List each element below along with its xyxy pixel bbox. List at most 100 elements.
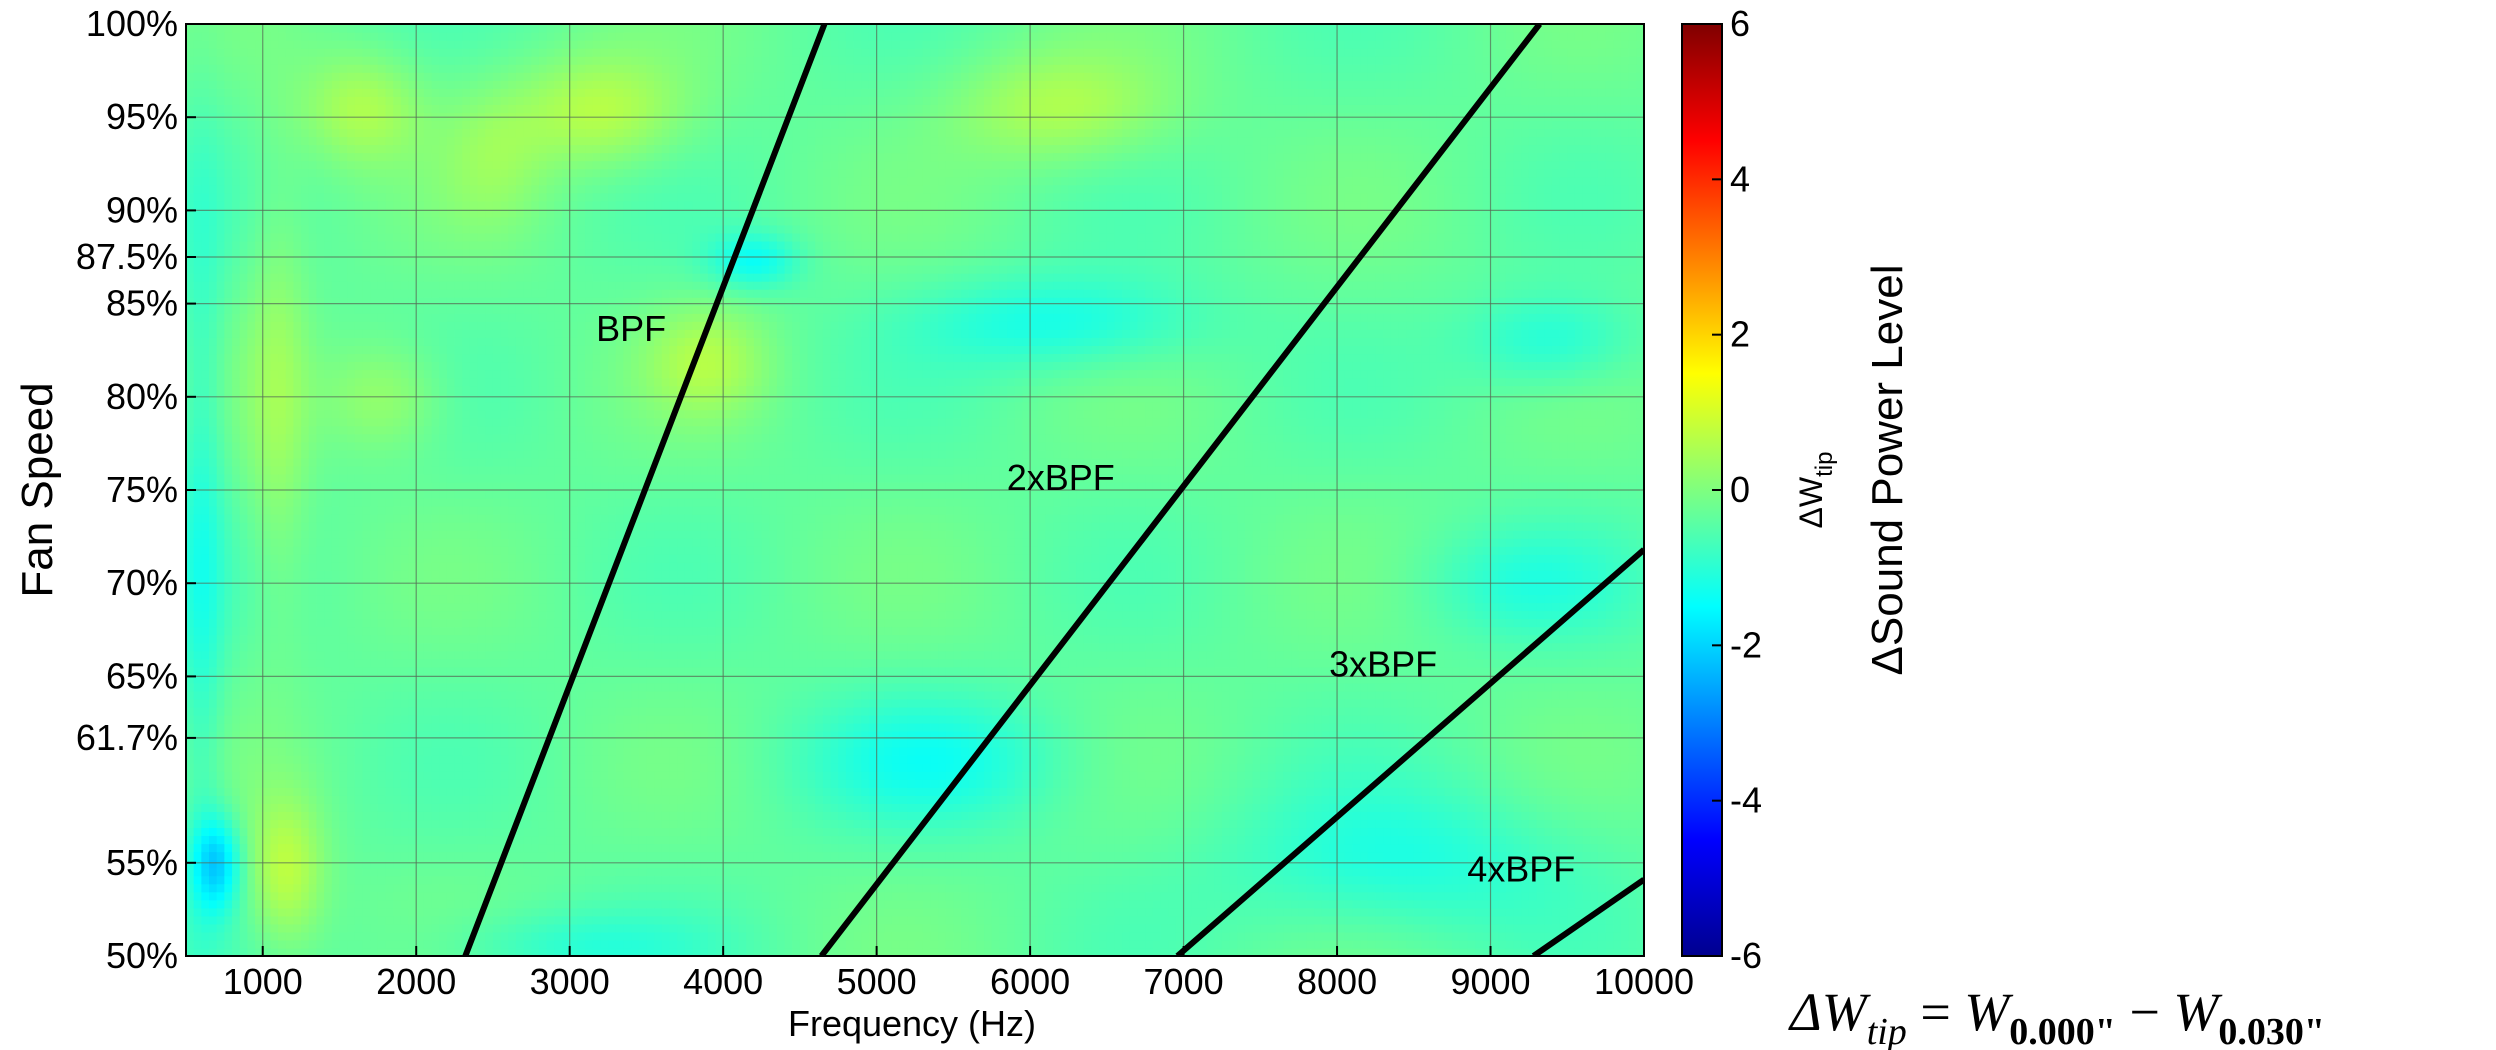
heatmap-cell xyxy=(301,224,310,234)
heatmap-cell xyxy=(370,867,379,877)
heatmap-cell xyxy=(247,843,256,853)
heatmap-cell xyxy=(308,747,318,756)
heatmap-cell xyxy=(224,787,233,796)
heatmap-cell xyxy=(431,490,440,499)
heatmap-cell xyxy=(308,795,318,804)
heatmap-cell xyxy=(216,369,225,379)
heatmap-cell xyxy=(308,144,318,154)
heatmap-cell xyxy=(469,771,479,780)
heatmap-cell xyxy=(285,875,295,885)
heatmap-cell xyxy=(316,923,325,933)
heatmap-cell xyxy=(186,650,195,660)
heatmap-cell xyxy=(400,731,410,740)
heatmap-cell xyxy=(354,570,364,579)
heatmap-cell xyxy=(308,602,318,612)
heatmap-cell xyxy=(400,321,410,330)
heatmap-cell xyxy=(500,642,509,652)
heatmap-cell xyxy=(255,417,264,427)
heatmap-cell xyxy=(193,843,202,853)
heatmap-cell xyxy=(255,152,264,162)
heatmap-cell xyxy=(446,907,456,917)
heatmap-cell xyxy=(393,739,402,748)
heatmap-cell xyxy=(285,281,295,290)
heatmap-cell xyxy=(301,530,310,539)
heatmap-cell xyxy=(247,522,256,531)
heatmap-cell xyxy=(285,899,295,909)
heatmap-cell xyxy=(385,819,394,829)
heatmap-cell xyxy=(377,747,387,756)
heatmap-cell xyxy=(186,498,195,507)
heatmap-cell xyxy=(423,867,433,877)
heatmap-cell xyxy=(423,779,433,788)
heatmap-cell xyxy=(255,208,264,218)
heatmap-cell xyxy=(278,128,287,138)
heatmap-cell xyxy=(454,739,463,748)
heatmap-cell xyxy=(308,947,318,956)
heatmap-cell xyxy=(400,24,410,33)
heatmap-cell xyxy=(324,481,333,491)
heatmap-cell xyxy=(370,136,379,146)
heatmap-cell xyxy=(408,104,417,113)
heatmap-cell xyxy=(224,530,233,539)
heatmap-cell xyxy=(255,554,264,563)
heatmap-cell xyxy=(446,755,456,764)
heatmap-cell xyxy=(285,441,295,451)
heatmap-cell xyxy=(262,40,272,49)
heatmap-cell xyxy=(339,200,348,210)
heatmap-cell xyxy=(293,755,302,764)
heatmap-cell xyxy=(423,827,433,837)
heatmap-cell xyxy=(393,104,402,113)
heatmap-cell xyxy=(393,393,402,403)
heatmap-cell xyxy=(377,224,387,234)
heatmap-cell xyxy=(377,329,387,338)
heatmap-cell xyxy=(500,723,509,732)
heatmap-cell xyxy=(423,506,433,515)
heatmap-cell xyxy=(439,731,448,740)
heatmap-cell xyxy=(462,465,471,475)
heatmap-cell xyxy=(492,658,502,668)
heatmap-cell xyxy=(193,690,202,700)
heatmap-cell xyxy=(301,883,310,893)
heatmap-cell xyxy=(400,473,410,483)
heatmap-cell xyxy=(308,24,318,33)
heatmap-cell xyxy=(339,409,348,419)
heatmap-cell xyxy=(477,40,486,49)
heatmap-cell xyxy=(247,851,256,861)
heatmap-cell xyxy=(500,763,509,772)
heatmap-cell xyxy=(308,682,318,692)
heatmap-cell xyxy=(347,586,356,596)
heatmap-cell xyxy=(400,393,410,403)
heatmap-cell xyxy=(285,763,295,772)
heatmap-cell xyxy=(339,899,348,909)
heatmap-cell xyxy=(293,706,302,716)
heatmap-cell xyxy=(416,883,425,893)
heatmap-cell xyxy=(247,273,256,282)
heatmap-cell xyxy=(454,835,463,845)
heatmap-cell xyxy=(462,64,471,73)
heatmap-cell xyxy=(216,827,225,837)
heatmap-cell xyxy=(262,634,272,644)
heatmap-cell xyxy=(469,64,479,73)
heatmap-cell xyxy=(216,787,225,796)
heatmap-cell xyxy=(232,200,241,210)
heatmap-cell xyxy=(416,281,425,290)
heatmap-cell xyxy=(477,281,486,290)
heatmap-cell xyxy=(255,32,264,41)
heatmap-cell xyxy=(293,931,302,941)
heatmap-cell xyxy=(293,393,302,403)
heatmap-cell xyxy=(301,490,310,499)
heatmap-cell xyxy=(500,907,509,917)
heatmap-cell xyxy=(454,907,463,917)
heatmap-cell xyxy=(239,281,248,290)
heatmap-cell xyxy=(216,674,225,684)
heatmap-cell xyxy=(431,867,440,877)
heatmap-cell xyxy=(377,409,387,419)
heatmap-cell xyxy=(193,297,202,306)
heatmap-cell xyxy=(324,514,333,523)
heatmap-cell xyxy=(301,248,310,258)
heatmap-cell xyxy=(270,650,279,660)
heatmap-cell xyxy=(186,771,195,780)
heatmap-cell xyxy=(400,353,410,363)
heatmap-cell xyxy=(186,915,195,925)
heatmap-cell xyxy=(247,747,256,756)
